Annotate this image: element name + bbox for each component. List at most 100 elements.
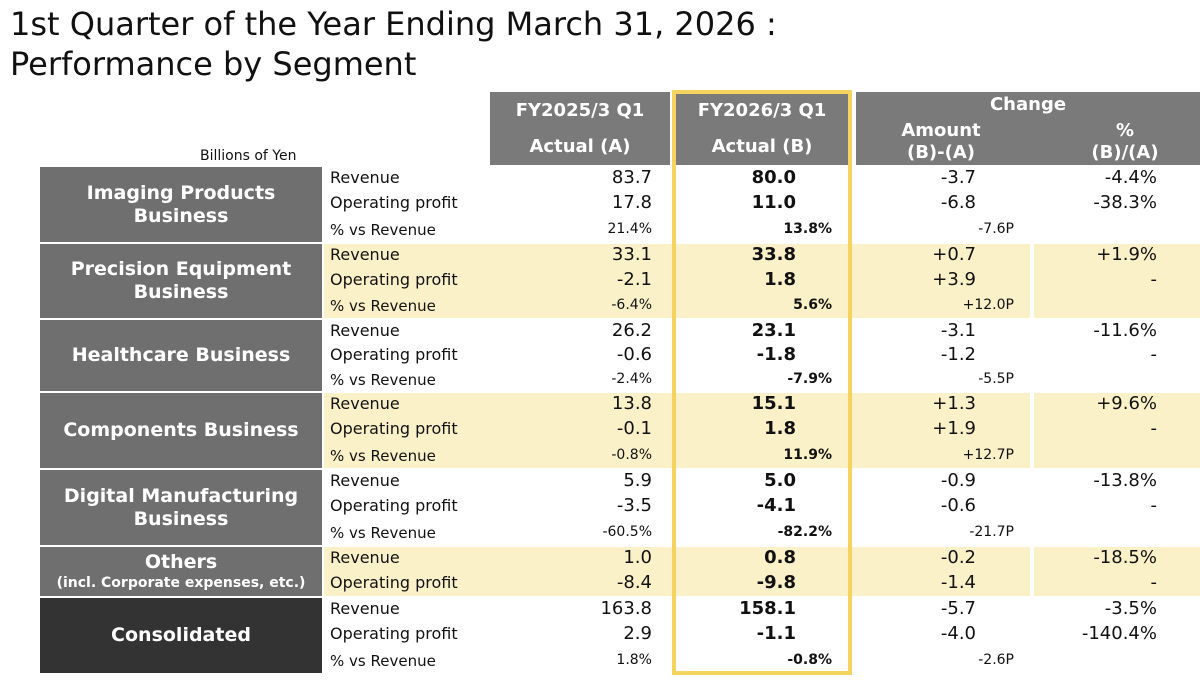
row-label: % vs Revenue (330, 297, 436, 316)
value-change-amount: +1.3 (932, 393, 976, 414)
table-row: % vs Revenue 21.4% 13.8% -7.6P (324, 217, 1200, 242)
value-fy2025-q1: 21.4% (607, 221, 652, 237)
value-fy2025-q1: -8.4 (616, 571, 652, 593)
row-label: Operating profit (330, 572, 458, 592)
value-fy2026-q1: 158.1 (739, 598, 796, 619)
row-label: Revenue (330, 394, 400, 413)
segment-label-line1: Imaging Products (86, 181, 276, 204)
value-change-amount: -1.2 (940, 343, 976, 365)
value-change-amount: +12.0P (962, 297, 1014, 314)
value-change-pct: +9.6% (1096, 393, 1157, 414)
value-change-amount: -21.7P (969, 524, 1014, 540)
value-change-pct: - (1150, 418, 1158, 439)
table-row: Revenue 83.7 80.0 -3.7 -4.4% (324, 167, 1200, 192)
value-fy2026-q1: 5.0 (764, 470, 796, 491)
value-fy2026-q1: 11.0 (751, 192, 796, 213)
row-label: Operating profit (330, 624, 458, 643)
segment-label-line1: Components Business (63, 419, 299, 441)
table-row: Operating profit 2.9 -1.1 -4.0 -140.4% (324, 623, 1200, 648)
value-fy2026-q1: -7.9% (787, 371, 832, 388)
value-fy2025-q1: 1.0 (623, 547, 652, 568)
segment-label-line1: Digital Manufacturing (63, 484, 299, 507)
value-change-amount: -3.1 (940, 320, 976, 341)
table-row: Revenue 1.0 0.8 -0.2 -18.5% (324, 547, 1200, 572)
value-fy2026-q1: -1.1 (756, 623, 796, 644)
page-title: 1st Quarter of the Year Ending March 31,… (10, 4, 777, 84)
value-change-amount: -0.9 (940, 470, 976, 491)
header-pct-formula: (B)/(A) (1091, 141, 1159, 163)
header-col-a-period: FY2025/3 Q1 (515, 99, 645, 121)
value-change-amount: -7.6P (978, 221, 1014, 237)
table-row: Revenue 13.8 15.1 +1.3 +9.6% (324, 393, 1200, 418)
value-change-pct: -140.4% (1081, 623, 1157, 644)
value-change-pct: - (1150, 571, 1158, 593)
value-fy2026-q1: 15.1 (751, 393, 796, 414)
table-row: Operating profit -2.1 1.8 +3.9 - (324, 269, 1200, 294)
segment-label-line2: Business (133, 281, 229, 303)
value-change-amount: -0.2 (940, 547, 976, 568)
row-label: % vs Revenue (330, 524, 436, 542)
value-fy2025-q1: -6.4% (611, 297, 652, 314)
value-change-amount: +12.7P (962, 447, 1014, 463)
table-row: Operating profit -3.5 -4.1 -0.6 - (324, 495, 1200, 520)
column-gap (1030, 244, 1034, 318)
header-amount-label: Amount (901, 119, 981, 141)
value-fy2025-q1: -3.5 (616, 495, 652, 516)
segment-label: Components Business (40, 393, 322, 468)
value-change-amount: -2.6P (978, 652, 1014, 668)
row-label: % vs Revenue (330, 652, 436, 670)
value-change-amount: -5.5P (978, 371, 1014, 388)
value-fy2025-q1: 13.8 (611, 393, 652, 414)
value-change-amount: -0.6 (940, 495, 976, 516)
header-col-a: FY2025/3 Q1 Actual (A) (490, 92, 670, 165)
segment-rows: Revenue 163.8 158.1 -5.7 -3.5% Operating prof… (324, 598, 1200, 673)
header-change-label: Change (989, 94, 1067, 115)
title-line-1: 1st Quarter of the Year Ending March 31,… (10, 5, 777, 43)
units-label: Billions of Yen (200, 148, 297, 164)
row-label: Revenue (330, 548, 400, 567)
row-label: % vs Revenue (330, 221, 436, 239)
header-col-b-actual: Actual (B) (711, 135, 813, 157)
value-fy2025-q1: -60.5% (602, 524, 652, 540)
value-fy2025-q1: -0.1 (616, 418, 652, 439)
value-fy2026-q1: 0.8 (764, 547, 796, 568)
value-change-pct: +1.9% (1096, 244, 1157, 265)
value-change-amount: -4.0 (940, 623, 976, 644)
value-fy2025-q1: 83.7 (611, 167, 652, 188)
value-change-pct: -11.6% (1093, 320, 1157, 341)
table-row: Revenue 26.2 23.1 -3.1 -11.6% (324, 320, 1200, 344)
value-fy2026-q1: 1.8 (764, 418, 796, 439)
header-col-a-actual: Actual (A) (529, 135, 631, 157)
value-fy2026-q1: 80.0 (751, 167, 796, 188)
segment-label-line2: (incl. Corporate expenses, etc.) (56, 575, 306, 591)
segment-rows: Revenue 83.7 80.0 -3.7 -4.4% Operating profit… (324, 167, 1200, 242)
row-label: Revenue (330, 321, 400, 340)
value-fy2025-q1: -0.8% (611, 447, 652, 463)
segment-label-line1: Healthcare Business (71, 344, 291, 366)
value-fy2025-q1: 5.9 (623, 470, 652, 491)
header-amount-formula: (B)-(A) (906, 141, 976, 163)
table-row: Revenue 163.8 158.1 -5.7 -3.5% (324, 598, 1200, 623)
value-change-pct: -4.4% (1104, 167, 1157, 188)
header-col-b: FY2026/3 Q1 Actual (B) (676, 92, 848, 165)
table-row: % vs Revenue -2.4% -7.9% -5.5P (324, 367, 1200, 391)
header-change: Change (856, 92, 1200, 165)
segment-rows: Revenue 5.9 5.0 -0.9 -13.8% Operating profit -… (324, 470, 1200, 545)
value-fy2025-q1: 1.8% (616, 652, 652, 668)
value-change-amount: +3.9 (932, 268, 976, 290)
value-change-pct: -18.5% (1093, 547, 1157, 568)
value-change-pct: - (1150, 268, 1158, 290)
value-fy2025-q1: 17.8 (611, 192, 652, 213)
value-fy2026-q1: 1.8 (764, 268, 796, 290)
segment-label: Others (incl. Corporate expenses, etc.) (40, 547, 322, 596)
value-fy2025-q1: 163.8 (600, 598, 652, 619)
segment-label: Healthcare Business (40, 320, 322, 391)
value-fy2026-q1: 5.6% (793, 297, 832, 314)
segment-label-line1: Consolidated (111, 624, 251, 646)
header-col-b-period: FY2026/3 Q1 (697, 99, 827, 121)
value-change-pct: - (1150, 343, 1158, 365)
value-fy2026-q1: 11.9% (783, 447, 832, 463)
segment-rows: Revenue 1.0 0.8 -0.2 -18.5% Operating profit -… (324, 547, 1200, 596)
segment-label-line2: Business (133, 507, 229, 530)
value-change-pct: -38.3% (1093, 192, 1157, 213)
